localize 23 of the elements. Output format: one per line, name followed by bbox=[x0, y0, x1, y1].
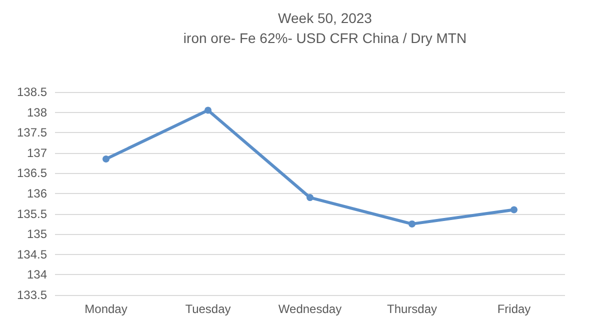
chart-title: Week 50, 2023 bbox=[278, 10, 372, 26]
point bbox=[510, 206, 518, 214]
x-tick-label: Thursday bbox=[386, 302, 438, 316]
y-tick-label: 137.5 bbox=[16, 126, 48, 140]
point bbox=[102, 155, 110, 162]
chart-subtitle: iron ore- Fe 62%- USD CFR China / Dry MTN bbox=[183, 30, 467, 46]
x-tick-label: Friday bbox=[497, 302, 531, 316]
point bbox=[204, 106, 212, 114]
y-tick-label: 135 bbox=[26, 227, 48, 242]
y-tick-label: 133.5 bbox=[16, 288, 48, 302]
y-tick-label: 136.5 bbox=[16, 166, 48, 180]
x-tick-label: Monday bbox=[84, 302, 128, 316]
y-tick-label: 135.5 bbox=[16, 206, 48, 221]
y-tick-label: 137 bbox=[26, 146, 48, 160]
y-tick-label: 134 bbox=[26, 268, 48, 282]
x-tick-label: Tuesday bbox=[185, 302, 231, 316]
y-tick-label: 138 bbox=[26, 105, 48, 120]
y-tick-label: 136 bbox=[26, 186, 48, 200]
point bbox=[306, 194, 314, 202]
point bbox=[408, 220, 416, 228]
x-tick-label: Wednesday bbox=[278, 302, 342, 316]
y-tick-label: 134.5 bbox=[16, 247, 48, 262]
y-tick-label: 138.5 bbox=[16, 85, 48, 99]
